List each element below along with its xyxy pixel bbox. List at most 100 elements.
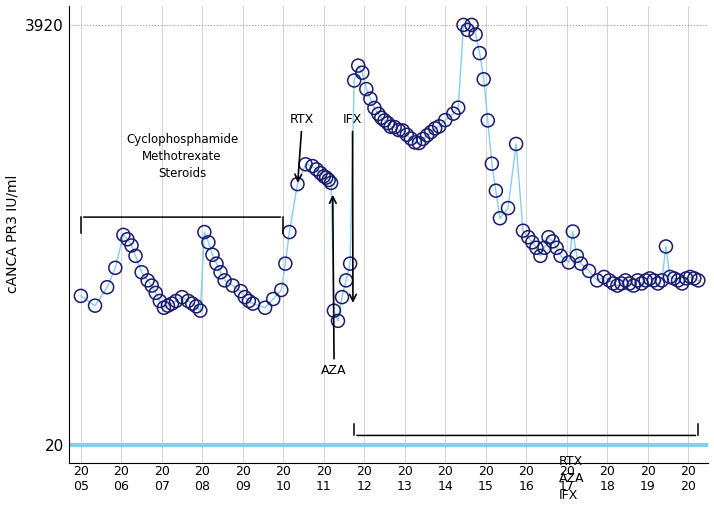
Point — [673, 276, 684, 285]
Point — [644, 274, 655, 282]
Point — [368, 104, 380, 112]
Point — [121, 235, 133, 243]
Point — [688, 274, 700, 282]
Point — [598, 273, 610, 281]
Point — [315, 169, 326, 177]
Point — [640, 276, 651, 285]
Point — [166, 299, 178, 307]
Point — [563, 259, 575, 267]
Point — [624, 279, 635, 288]
Point — [393, 126, 404, 134]
Point — [361, 85, 372, 93]
Point — [341, 276, 352, 285]
Point — [491, 187, 502, 195]
Point — [527, 238, 538, 246]
Point — [154, 297, 166, 305]
Point — [280, 260, 291, 268]
Point — [109, 264, 121, 272]
Point — [276, 286, 287, 294]
Point — [385, 123, 396, 131]
Point — [150, 289, 161, 297]
Point — [159, 304, 170, 312]
Point — [215, 268, 226, 276]
Point — [101, 283, 113, 291]
Point — [409, 138, 421, 147]
Point — [448, 109, 459, 118]
Point — [474, 49, 486, 57]
Point — [523, 233, 534, 241]
Point — [693, 276, 704, 285]
Point — [511, 140, 522, 148]
Point — [243, 297, 255, 305]
Point — [591, 276, 603, 285]
Point — [118, 231, 129, 239]
Point — [518, 227, 529, 235]
Y-axis label: cANCA PR3 IU/ml: cANCA PR3 IU/ml — [6, 175, 19, 293]
Point — [259, 304, 271, 312]
Point — [365, 95, 376, 103]
Point — [628, 281, 639, 290]
Point — [539, 244, 550, 252]
Point — [130, 252, 141, 260]
Point — [608, 279, 619, 288]
Point — [326, 179, 337, 187]
Point — [356, 69, 368, 77]
Point — [615, 279, 627, 288]
Point — [680, 274, 692, 282]
Point — [321, 174, 332, 182]
Point — [323, 176, 334, 184]
Point — [227, 281, 238, 290]
Point — [426, 128, 437, 136]
Point — [612, 281, 623, 290]
Point — [268, 295, 279, 303]
Point — [555, 252, 566, 260]
Point — [89, 301, 101, 309]
Point — [660, 242, 672, 250]
Point — [567, 228, 578, 236]
Point — [186, 299, 198, 307]
Point — [458, 21, 469, 29]
Point — [535, 252, 546, 260]
Point — [382, 119, 393, 127]
Point — [685, 273, 696, 281]
Point — [353, 62, 364, 70]
Point — [162, 301, 174, 309]
Point — [648, 276, 660, 285]
Point — [440, 116, 451, 124]
Point — [652, 279, 663, 288]
Point — [482, 117, 493, 125]
Point — [478, 75, 489, 83]
Point — [401, 131, 413, 139]
Point — [531, 244, 542, 252]
Point — [348, 76, 360, 84]
Point — [239, 293, 251, 301]
Point — [397, 126, 408, 134]
Point — [336, 293, 348, 301]
Point — [656, 276, 668, 285]
Point — [494, 214, 506, 222]
Point — [413, 139, 425, 147]
Point — [283, 228, 295, 236]
Point — [405, 134, 416, 143]
Point — [219, 276, 231, 285]
Point — [664, 273, 675, 281]
Point — [547, 237, 558, 245]
Point — [462, 26, 473, 34]
Point — [75, 292, 86, 300]
Text: IFX: IFX — [343, 113, 362, 301]
Point — [235, 287, 246, 295]
Point — [142, 276, 154, 285]
Point — [183, 297, 194, 305]
Point — [171, 297, 182, 305]
Point — [195, 306, 206, 315]
Point — [583, 267, 595, 275]
Text: Cyclophosphamide
Methotrexate
Steroids: Cyclophosphamide Methotrexate Steroids — [126, 133, 238, 180]
Point — [373, 110, 384, 118]
Point — [389, 123, 401, 131]
Point — [292, 180, 303, 188]
Point — [433, 122, 445, 130]
Point — [453, 104, 464, 112]
Point — [344, 260, 356, 268]
Point — [575, 260, 587, 268]
Point — [311, 165, 322, 174]
